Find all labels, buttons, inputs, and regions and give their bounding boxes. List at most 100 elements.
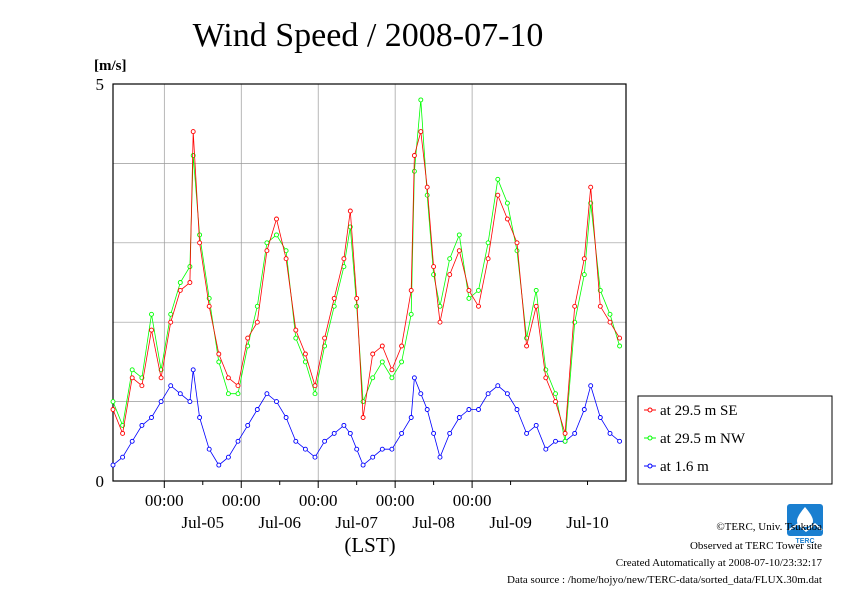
data-point [254, 303, 260, 309]
data-point [597, 303, 603, 309]
y-axis-ticks: 05 [96, 75, 105, 491]
data-point [399, 359, 405, 365]
x-tick-label-day: Jul-09 [489, 513, 532, 532]
series-1 [110, 129, 623, 436]
legend: at 29.5 m SE at 29.5 m NW at 1.6 m [637, 395, 833, 485]
data-point [197, 240, 203, 246]
data-point [418, 391, 424, 397]
data-point [466, 295, 472, 301]
footer-created: Created Automatically at 2008-07-10/23:3… [616, 557, 823, 569]
data-point [187, 280, 193, 285]
data-point [389, 367, 395, 373]
data-point [293, 335, 299, 341]
data-point [168, 383, 174, 389]
x-tick-label-time: 00:00 [145, 491, 184, 510]
data-point [110, 462, 116, 468]
data-point [411, 375, 417, 381]
legend-swatch-marker [647, 435, 653, 441]
data-point [129, 367, 135, 373]
data-point [302, 446, 308, 452]
data-point [206, 303, 212, 309]
data-point [581, 256, 587, 262]
data-point [354, 295, 360, 301]
x-tick-label-time: 00:00 [299, 491, 338, 510]
data-point [322, 438, 328, 444]
chart-title: Wind Speed / 2008-07-10 [193, 17, 544, 54]
data-point [293, 327, 299, 333]
data-point [533, 422, 539, 428]
data-point [533, 303, 539, 309]
legend-label: at 29.5 m SE [660, 403, 738, 419]
data-point [347, 208, 353, 214]
data-point [424, 184, 430, 190]
data-point [158, 375, 164, 381]
data-point [588, 383, 594, 389]
data-point [411, 153, 417, 158]
series-3 [110, 367, 623, 468]
data-point [322, 335, 328, 341]
data-point [533, 287, 539, 293]
data-point [245, 422, 251, 428]
footer-copyright: ©TERC, Univ. Tsukuba [716, 521, 822, 533]
x-tick-label-day: Jul-06 [258, 513, 301, 532]
series-layer [110, 97, 623, 468]
data-point [408, 311, 414, 317]
data-point [341, 256, 347, 262]
data-point [607, 311, 613, 317]
data-point [274, 216, 279, 222]
data-point [466, 407, 472, 412]
data-point [424, 407, 430, 412]
data-point [476, 303, 481, 309]
data-point [607, 430, 613, 436]
y-tick-label: 5 [96, 75, 105, 94]
data-point [190, 367, 196, 373]
data-point [553, 438, 558, 444]
data-point [447, 256, 453, 262]
data-point [225, 375, 231, 381]
data-point [418, 129, 424, 135]
data-point [485, 240, 491, 246]
data-point [158, 399, 164, 405]
y-axis-unit-label: [m/s] [94, 58, 127, 74]
data-point [293, 438, 299, 444]
x-tick-label-time: 00:00 [222, 491, 261, 510]
data-point [408, 415, 414, 420]
data-point [168, 319, 174, 325]
data-point [120, 454, 126, 460]
data-point [456, 248, 462, 254]
data-point [225, 391, 231, 397]
x-tick-label-day: Jul-10 [566, 513, 609, 532]
data-point [216, 462, 222, 468]
data-point [524, 430, 530, 436]
data-point [110, 407, 116, 412]
data-point [235, 438, 241, 444]
data-point [379, 446, 385, 452]
data-point [379, 343, 385, 349]
data-point [370, 351, 376, 357]
data-point [389, 446, 395, 452]
data-point [408, 287, 414, 293]
data-point [543, 375, 549, 381]
data-point [562, 438, 568, 444]
data-point [431, 430, 437, 436]
data-point [514, 248, 520, 254]
data-point [302, 359, 308, 365]
series-line [112, 369, 620, 466]
data-point [456, 415, 462, 420]
data-point [588, 184, 594, 190]
legend-swatch-marker [647, 407, 653, 413]
data-point [562, 430, 568, 436]
data-point [120, 430, 126, 436]
data-point [283, 415, 289, 420]
data-point [617, 438, 623, 444]
data-point [495, 176, 501, 182]
data-point [274, 399, 279, 405]
footer-source: Data source : /home/hojyo/new/TERC-data/… [507, 574, 822, 586]
data-point [617, 343, 623, 349]
legend-box [637, 395, 833, 485]
legend-label: at 29.5 m NW [660, 431, 746, 447]
wave-icon [788, 522, 823, 533]
data-point [177, 391, 183, 397]
data-point [264, 391, 270, 397]
data-point [274, 232, 279, 238]
